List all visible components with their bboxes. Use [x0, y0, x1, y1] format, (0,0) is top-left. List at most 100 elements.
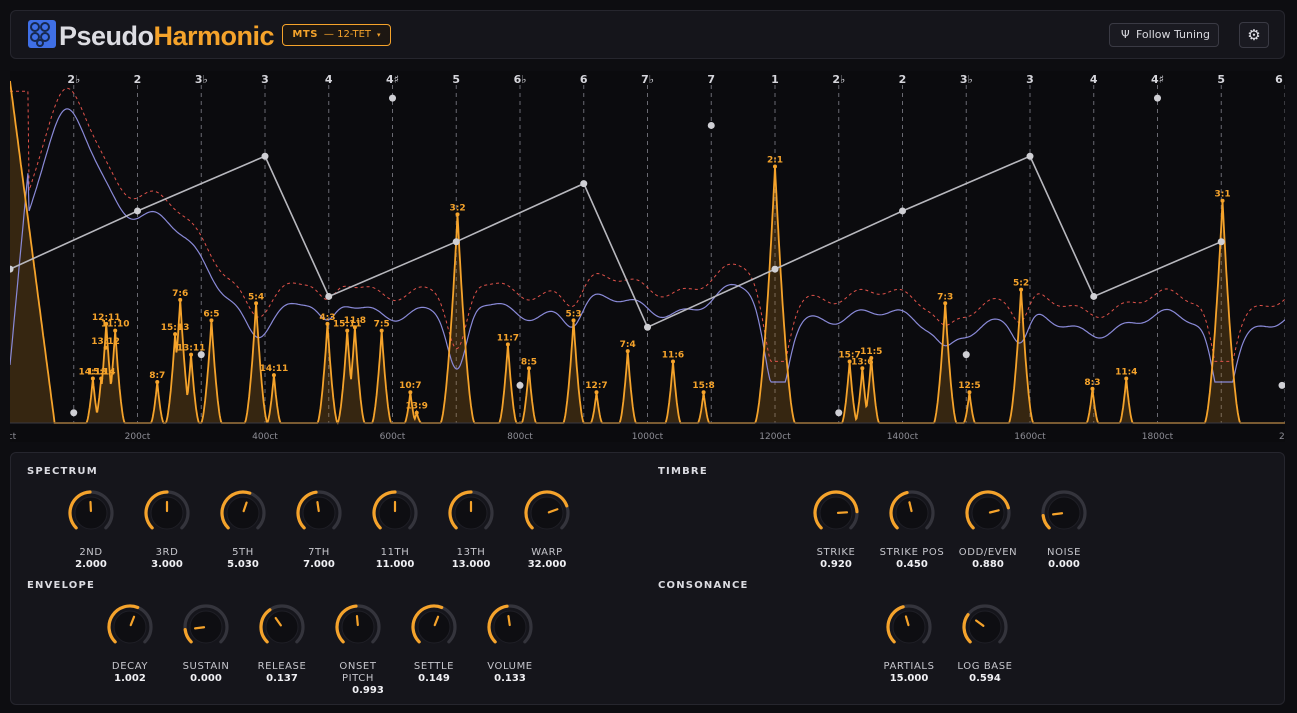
knob-dial[interactable] — [964, 489, 1012, 537]
ratio-peak-dot[interactable] — [155, 379, 160, 384]
knob-dial[interactable] — [258, 603, 306, 651]
knob-dial[interactable] — [486, 603, 534, 651]
ratio-peak-dot[interactable] — [99, 376, 104, 381]
ratio-peak-dot[interactable] — [189, 352, 194, 357]
scale-marker-handle[interactable] — [197, 351, 205, 359]
ratio-peak-label: 8:5 — [521, 357, 537, 367]
scale-point-handle[interactable] — [452, 238, 460, 246]
ratio-peak-dot[interactable] — [103, 345, 108, 350]
scale-marker-handle[interactable] — [835, 409, 843, 417]
scale-point-handle[interactable] — [1026, 152, 1034, 160]
knob-dial[interactable] — [961, 603, 1009, 651]
ratio-peak-label: 8:3 — [1084, 378, 1100, 388]
settings-button[interactable]: ⚙ — [1239, 22, 1269, 48]
scale-marker-handle[interactable] — [389, 94, 396, 102]
ratio-peak-dot[interactable] — [869, 356, 874, 361]
knob-label: LOG BASE — [957, 661, 1013, 672]
ratio-peak-dot[interactable] — [773, 164, 777, 169]
ratio-peak-dot[interactable] — [379, 328, 384, 333]
scale-point-handle[interactable] — [899, 207, 906, 215]
scale-point-handle[interactable] — [325, 292, 333, 300]
degree-label: 4♯ — [1151, 73, 1164, 86]
ratio-peak-dot[interactable] — [594, 390, 599, 395]
ratio-peak-dot[interactable] — [671, 359, 675, 364]
knob-dial[interactable] — [371, 489, 419, 537]
knob-value: 0.000 — [190, 673, 222, 684]
scale-marker-handle[interactable] — [962, 351, 970, 359]
ratio-peak-dot[interactable] — [455, 212, 460, 217]
ratio-peak-label: 7:6 — [172, 289, 188, 299]
knob-dial[interactable] — [334, 603, 382, 651]
ratio-peak-dot[interactable] — [571, 318, 576, 323]
scale-point-handle[interactable] — [771, 265, 779, 273]
ratio-peak-dot[interactable] — [254, 301, 259, 306]
ratio-peak-dot[interactable] — [173, 332, 178, 337]
ratio-peak-dot[interactable] — [701, 390, 706, 395]
scale-marker-handle[interactable] — [1154, 94, 1161, 102]
scale-marker-handle[interactable] — [70, 409, 78, 417]
degree-label: 3 — [1026, 73, 1034, 86]
ratio-peak-dot[interactable] — [1090, 386, 1095, 391]
ratio-peak-dot[interactable] — [1019, 287, 1024, 292]
knob-dial[interactable] — [410, 603, 458, 651]
knob-dial[interactable] — [523, 489, 571, 537]
ratio-peak-dot[interactable] — [104, 321, 109, 326]
knob-dial[interactable] — [812, 489, 860, 537]
ratio-peak-dot[interactable] — [209, 318, 214, 323]
scale-marker-handle[interactable] — [1278, 381, 1286, 389]
ratio-peak-dot[interactable] — [625, 349, 630, 354]
knob-label: SUSTAIN — [182, 661, 230, 672]
knob-dial[interactable] — [888, 489, 936, 537]
scale-point-handle[interactable] — [10, 265, 14, 273]
ratio-peak-dot[interactable] — [325, 321, 330, 326]
knob-label: PARTIALS — [883, 661, 935, 672]
ratio-peak-dot[interactable] — [860, 366, 865, 371]
knob-dial[interactable] — [1040, 489, 1088, 537]
ratio-peak-dot[interactable] — [90, 376, 95, 381]
follow-tuning-button[interactable]: Ψ Follow Tuning — [1109, 23, 1219, 47]
x-tick-label: 800ct — [507, 432, 533, 442]
scale-point-handle[interactable] — [580, 180, 588, 188]
degree-label: 6♭ — [514, 73, 527, 86]
knob-dial[interactable] — [106, 603, 154, 651]
ratio-peak-dot[interactable] — [178, 297, 183, 302]
ratio-peak-dot[interactable] — [1124, 376, 1129, 381]
ratio-peak-dot[interactable] — [271, 373, 276, 378]
ratio-peak-label: 14:11 — [260, 364, 289, 374]
knob-dial[interactable] — [182, 603, 230, 651]
knob-value: 1.002 — [114, 673, 146, 684]
knob-dial[interactable] — [295, 489, 343, 537]
x-tick-label: 600ct — [380, 432, 406, 442]
scale-point-handle[interactable] — [1217, 238, 1225, 246]
ratio-peak-dot[interactable] — [345, 328, 350, 333]
knob-dial[interactable] — [219, 489, 267, 537]
degree-label: 6 — [580, 73, 588, 86]
scale-marker-handle[interactable] — [516, 381, 524, 389]
ratio-peak-dot[interactable] — [526, 366, 531, 371]
mts-tuning-dropdown[interactable]: MTS — 12-TET ▾ — [282, 24, 391, 46]
ratio-peak-dot[interactable] — [1220, 198, 1225, 203]
scale-point-handle[interactable] — [1090, 292, 1098, 300]
scale-point-handle[interactable] — [261, 152, 269, 160]
degree-label: 3♭ — [960, 73, 973, 86]
ratio-peak-dot[interactable] — [414, 410, 419, 415]
ratio-peak-dot[interactable] — [505, 342, 510, 347]
knob-value: 0.993 — [352, 685, 384, 696]
ratio-peak-dot[interactable] — [408, 390, 413, 395]
ratio-peak-dot[interactable] — [352, 325, 357, 330]
ratio-peak-dot[interactable] — [113, 328, 118, 333]
scale-point-handle[interactable] — [134, 207, 141, 215]
knob-dial[interactable] — [447, 489, 495, 537]
scale-marker-handle[interactable] — [707, 121, 715, 129]
knob-dial[interactable] — [143, 489, 191, 537]
ratio-peak-dot[interactable] — [847, 359, 852, 364]
knob-label: DECAY — [111, 661, 149, 672]
scale-point-handle[interactable] — [644, 323, 651, 331]
ratio-peak-dot[interactable] — [943, 301, 948, 306]
envelope-section-title: ENVELOPE — [27, 580, 96, 591]
ratio-peak-dot[interactable] — [967, 390, 972, 395]
knob-dial[interactable] — [885, 603, 933, 651]
timbre-section-title: TIMBRE — [658, 466, 708, 477]
knob-dial[interactable] — [67, 489, 115, 537]
